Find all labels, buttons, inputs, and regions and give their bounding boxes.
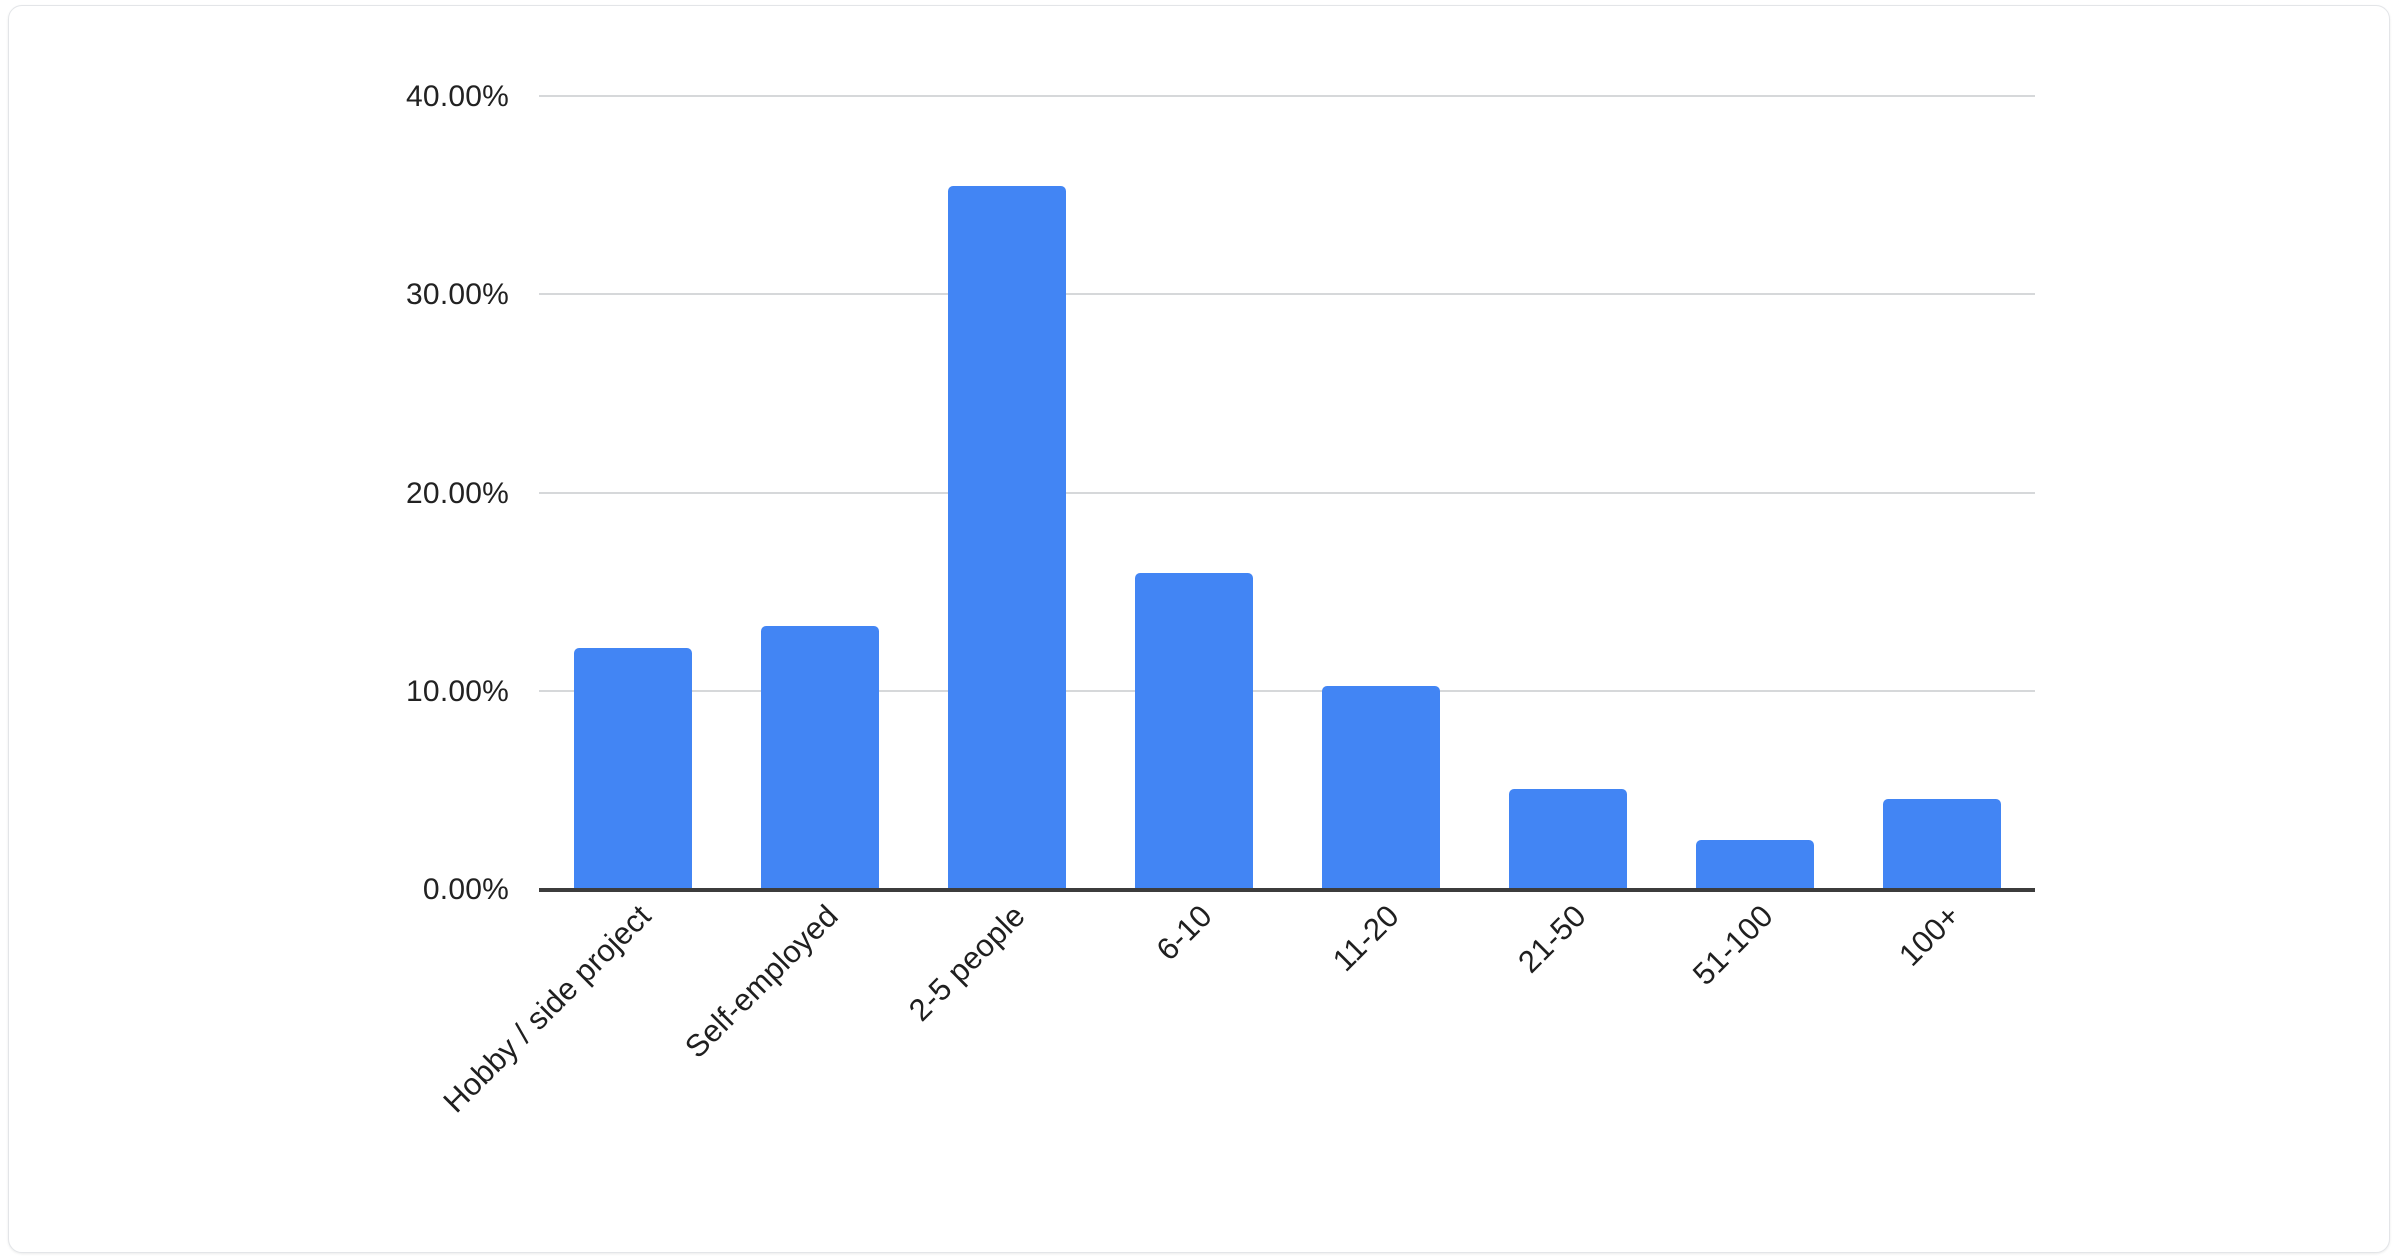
y-axis-tick-label: 20.00% bbox=[406, 476, 509, 510]
y-axis-tick-label: 0.00% bbox=[422, 873, 509, 906]
x-axis-tick-label: Hobby / side project bbox=[435, 898, 658, 1120]
x-axis-tick-labels: Hobby / side project Self-employed 2-5 peo… bbox=[436, 898, 2035, 1238]
x-axis-line bbox=[539, 888, 2035, 892]
bar-chart: 0.00% 10.00% 20.00% 30.00% 40.00% Hobby / si… bbox=[9, 6, 2389, 1252]
bar[interactable] bbox=[760, 626, 879, 890]
y-axis-tick-label: 40.00% bbox=[406, 80, 509, 113]
y-axis-tick-label: 30.00% bbox=[406, 278, 509, 312]
bar[interactable] bbox=[1508, 788, 1627, 890]
plot-area bbox=[539, 95, 2035, 892]
bar[interactable] bbox=[1134, 572, 1253, 890]
bar-series bbox=[539, 97, 2035, 890]
gridline bbox=[539, 689, 2035, 692]
gridline bbox=[539, 293, 2035, 296]
y-axis-tick-labels: 0.00% 10.00% 20.00% 30.00% 40.00% bbox=[259, 80, 509, 906]
gridline bbox=[539, 95, 2035, 97]
chart-card: 0.00% 10.00% 20.00% 30.00% 40.00% Hobby / si… bbox=[8, 5, 2390, 1253]
y-axis-tick-label: 10.00% bbox=[406, 674, 509, 708]
bar[interactable] bbox=[573, 648, 692, 890]
bar[interactable] bbox=[1695, 840, 1814, 890]
bar[interactable] bbox=[1321, 685, 1440, 890]
gridline bbox=[539, 491, 2035, 494]
bar[interactable] bbox=[947, 186, 1066, 890]
bar[interactable] bbox=[1882, 798, 2001, 890]
